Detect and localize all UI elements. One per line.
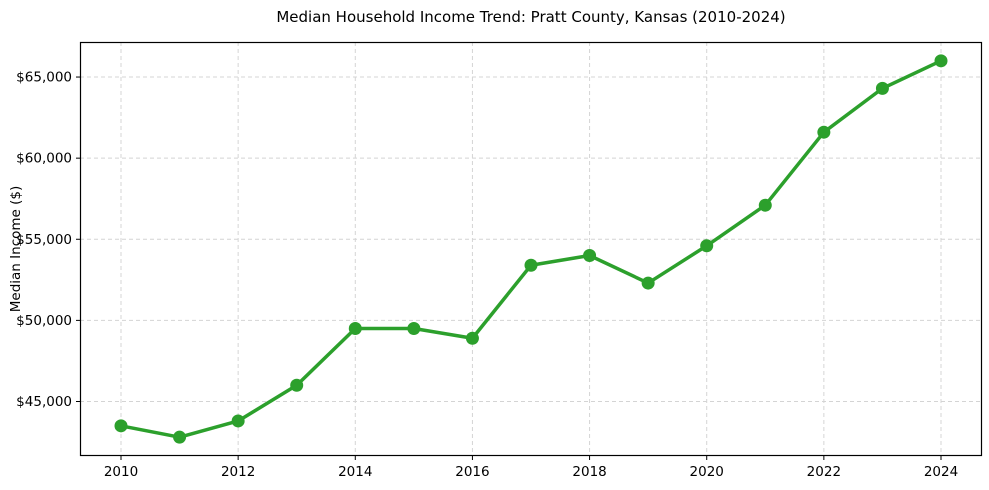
x-tick-label: 2024 — [924, 464, 958, 480]
income-trend-line — [119, 59, 943, 439]
y-tick-label: $60,000 — [16, 151, 72, 167]
y-tick-label: $50,000 — [16, 313, 72, 329]
x-tick-label: 2012 — [221, 464, 255, 480]
y-tick-label: $45,000 — [16, 394, 72, 410]
data-point-2018 — [583, 248, 597, 262]
data-point-2021 — [758, 198, 772, 212]
y-tick-label: $65,000 — [16, 70, 72, 86]
x-tick-label: 2022 — [807, 464, 841, 480]
data-point-2013 — [290, 378, 304, 392]
plot-border — [79, 41, 983, 457]
data-point-2020 — [700, 239, 714, 253]
data-point-2016 — [465, 331, 479, 345]
data-point-2015 — [407, 321, 421, 335]
x-tick-label: 2018 — [572, 464, 606, 480]
data-point-2022 — [817, 125, 831, 139]
data-point-2012 — [231, 414, 245, 428]
y-tick-label: $55,000 — [16, 232, 72, 248]
x-tick-label: 2016 — [455, 464, 489, 480]
x-tick-label: 2020 — [690, 464, 724, 480]
data-point-2023 — [875, 81, 889, 95]
x-tick-label: 2010 — [104, 464, 138, 480]
x-tick-label: 2014 — [338, 464, 372, 480]
data-point-2014 — [348, 321, 362, 335]
chart-title: Median Household Income Trend: Pratt Cou… — [276, 8, 786, 26]
data-point-2017 — [524, 258, 538, 272]
data-point-2019 — [641, 276, 655, 290]
data-point-2011 — [173, 430, 187, 444]
data-point-2024 — [934, 54, 948, 68]
data-point-2010 — [114, 419, 128, 433]
